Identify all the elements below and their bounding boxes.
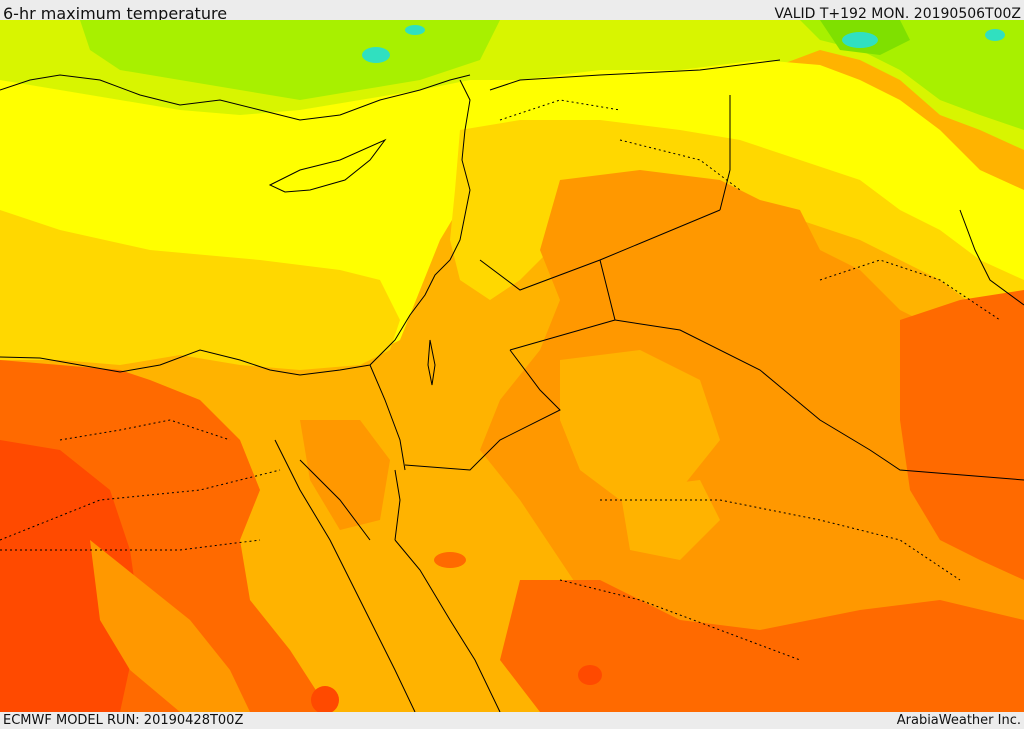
border-syria-jordan bbox=[479, 209, 721, 291]
field-light-orange-redsea bbox=[330, 540, 500, 712]
field-green-north bbox=[80, 20, 500, 100]
coastline-gulf-suez bbox=[299, 459, 371, 541]
coastline-redsea-west bbox=[274, 439, 416, 712]
border-saudi-iraq bbox=[614, 319, 1024, 481]
field-cyan-2 bbox=[405, 25, 425, 35]
province-line-2 bbox=[59, 419, 231, 441]
footer-bar: ECMWF MODEL RUN: 20190428T00Z ArabiaWeat… bbox=[0, 712, 1024, 729]
border-jordan-saudi bbox=[404, 349, 561, 471]
coastline-dead-sea bbox=[427, 339, 436, 386]
field-hot-spot-3 bbox=[434, 552, 466, 568]
field-cyan-3 bbox=[985, 29, 1005, 41]
coastline-cyprus bbox=[268, 138, 387, 193]
coastline-persian-gulf bbox=[959, 209, 1024, 306]
province-line-8 bbox=[499, 99, 621, 121]
title-bar: 6-hr maximum temperature VALID T+192 MON… bbox=[0, 0, 1024, 23]
model-run-label: ECMWF MODEL RUN: 20190428T00Z bbox=[3, 713, 244, 728]
province-lines bbox=[0, 99, 1001, 661]
coastline-gulf-aqaba bbox=[394, 469, 401, 541]
field-gold bbox=[0, 210, 400, 370]
valid-time-label: VALID T+192 MON. 20190506T00Z bbox=[774, 6, 1021, 22]
province-line-4 bbox=[600, 499, 961, 581]
field-cyan-4 bbox=[842, 32, 878, 48]
coastline-mediterranean-south bbox=[0, 79, 471, 376]
coastlines bbox=[0, 74, 1024, 712]
field-orange-sinai bbox=[300, 420, 390, 530]
province-line-3 bbox=[0, 539, 261, 551]
coastline-redsea-east bbox=[394, 539, 501, 712]
field-gold-levant bbox=[450, 120, 1024, 310]
field-orange-nile bbox=[90, 540, 250, 712]
border-egypt-israel bbox=[369, 364, 406, 471]
coastline-turkey bbox=[0, 74, 471, 121]
map-title: 6-hr maximum temperature bbox=[3, 4, 228, 23]
province-line-7 bbox=[619, 139, 741, 191]
field-red-orange-egypt bbox=[0, 440, 140, 712]
field-dark-orange-south bbox=[500, 580, 1024, 712]
borders bbox=[369, 59, 1024, 481]
province-line-5 bbox=[559, 579, 801, 661]
temperature-map[interactable] bbox=[0, 20, 1024, 712]
field-hot-spot-2 bbox=[578, 665, 602, 685]
field-hot-spot-1 bbox=[311, 686, 339, 712]
border-turkey-syria bbox=[489, 59, 781, 91]
field-light-orange-central bbox=[560, 350, 720, 500]
field-cyan-1 bbox=[362, 47, 390, 63]
credit-label: ArabiaWeather Inc. bbox=[896, 713, 1021, 728]
field-orange bbox=[480, 170, 1024, 712]
field-dark-orange-east bbox=[900, 290, 1024, 580]
province-line-6 bbox=[819, 259, 1001, 321]
map-canvas bbox=[0, 20, 1024, 712]
border-syria-iraq bbox=[719, 95, 731, 211]
